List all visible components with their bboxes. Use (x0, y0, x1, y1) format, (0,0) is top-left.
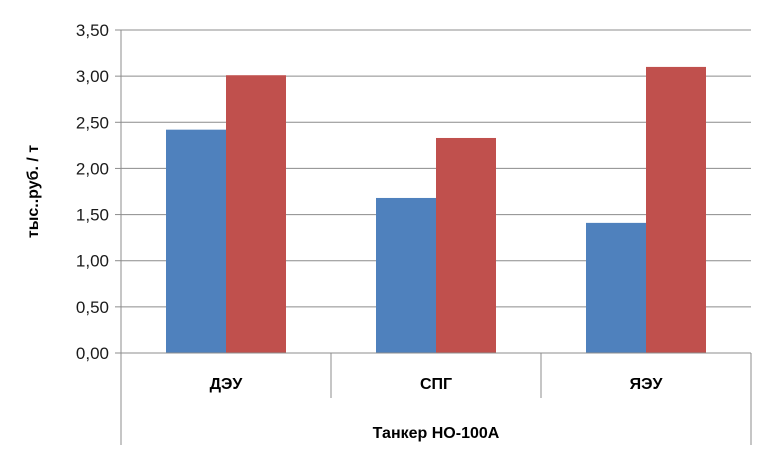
bar-series-1-1 (166, 129, 226, 353)
bar-series-2-1 (226, 75, 286, 353)
y-tick-label: 3,50 (76, 21, 109, 40)
axes (120, 30, 752, 445)
bar-series-2-3 (646, 66, 706, 354)
bar-series-1-3 (586, 222, 646, 353)
category-label: СПГ (420, 376, 452, 393)
category-label: ДЭУ (210, 376, 244, 393)
category-group-label: Танкер НО-100А (373, 425, 500, 442)
y-tick-label: 0,00 (76, 344, 109, 363)
y-tick-label: 0,50 (76, 298, 109, 317)
y-tick-label: 2,00 (76, 159, 109, 178)
y-tick-label: 1,00 (76, 252, 109, 271)
y-tick-label: 2,50 (76, 113, 109, 132)
category-labels: ДЭУ СПГ ЯЭУ (210, 376, 664, 393)
y-axis-tick-labels: 0,00 0,50 1,00 1,50 2,00 2,50 3,00 3,50 (76, 21, 109, 363)
y-tick-label: 3,00 (76, 67, 109, 86)
bar-series-2-2 (436, 137, 496, 353)
y-axis-label: тыс..руб. / т (25, 145, 42, 238)
bar-series-1-2 (376, 197, 436, 353)
y-tick-label: 1,50 (76, 206, 109, 225)
category-label: ЯЭУ (630, 376, 664, 393)
bars (166, 66, 706, 354)
